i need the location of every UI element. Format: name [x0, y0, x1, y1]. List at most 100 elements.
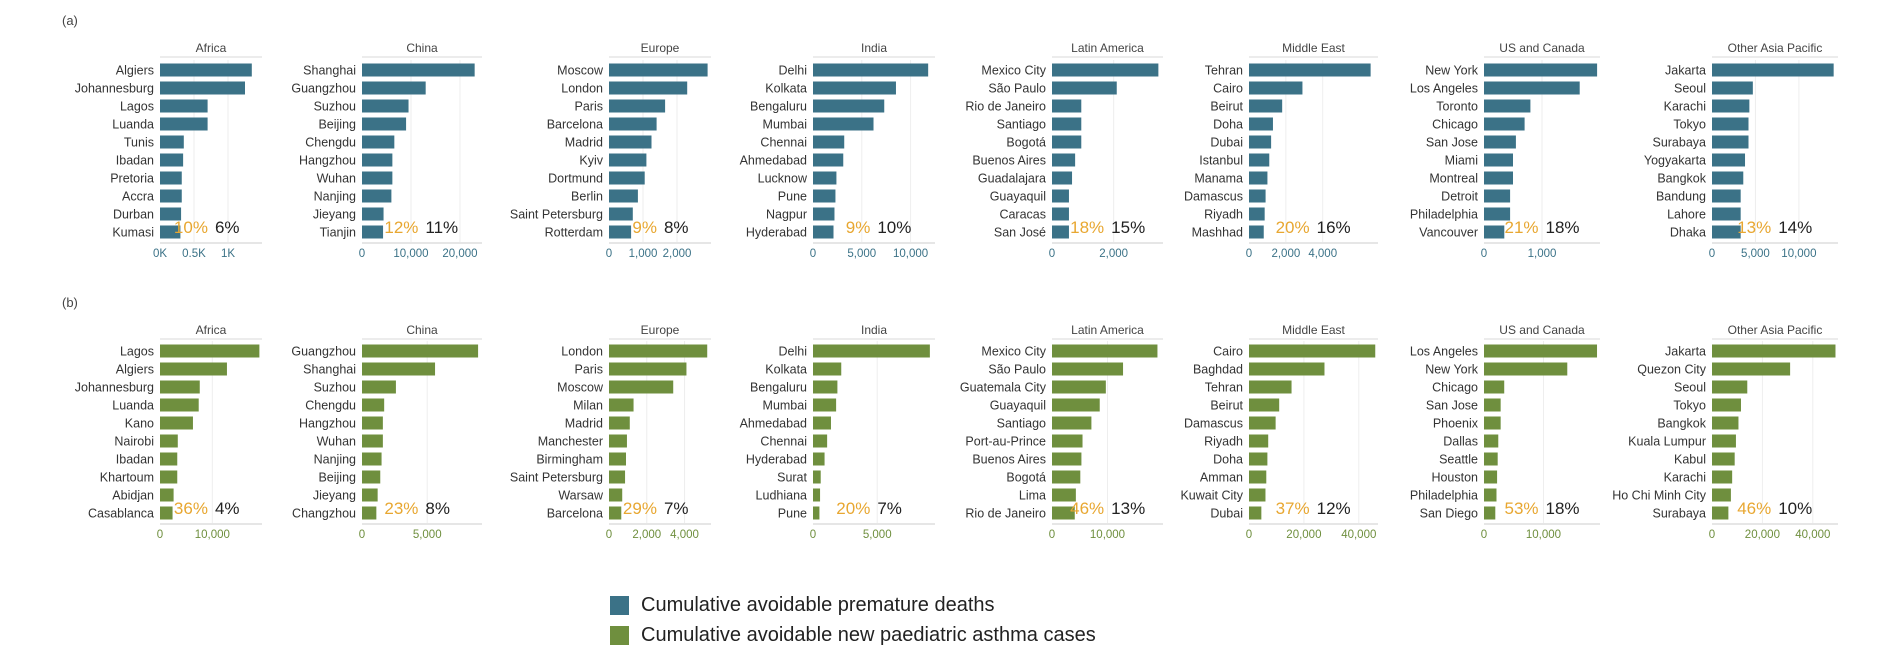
bar — [609, 488, 623, 502]
region-title: Middle East — [1282, 41, 1345, 55]
city-label: Lahore — [1667, 208, 1706, 222]
tick-label: 2,000 — [1271, 248, 1300, 260]
tick-label: 20,000 — [1745, 529, 1780, 541]
bar — [1712, 117, 1749, 131]
subplot-europe: Europe Moscow London Paris Barcelona Madrid Ky… — [510, 41, 711, 260]
bar — [813, 380, 838, 394]
city-label: Lima — [1019, 489, 1046, 503]
bar — [1484, 380, 1505, 394]
bar — [1249, 153, 1270, 167]
bar — [362, 434, 383, 448]
city-label: Johannesburg — [75, 381, 154, 395]
city-label: Bangkok — [1657, 417, 1706, 431]
city-label: Pune — [778, 190, 807, 204]
bar — [813, 434, 828, 448]
city-label: Bandung — [1656, 190, 1706, 204]
region-title: Africa — [196, 323, 227, 337]
percent-share-gold: 37% — [1276, 499, 1310, 518]
tick-label: 10,000 — [893, 248, 928, 260]
city-label: Tehran — [1205, 381, 1243, 395]
tick-label: 10,000 — [195, 529, 230, 541]
tick-label: 0 — [359, 248, 365, 260]
city-label: Delhi — [779, 64, 808, 78]
bar — [362, 488, 378, 502]
city-label: Manchester — [538, 435, 603, 449]
bar — [813, 171, 837, 185]
percent-share-gold: 21% — [1504, 218, 1538, 237]
bar — [1249, 135, 1272, 149]
bar — [1712, 488, 1731, 502]
bar — [609, 398, 634, 412]
bar — [362, 207, 384, 221]
tick-label: 5,000 — [847, 248, 876, 260]
bar — [160, 452, 178, 466]
city-label: Karachi — [1664, 471, 1706, 485]
city-label: Jieyang — [313, 208, 356, 222]
bar — [1052, 153, 1076, 167]
bar — [362, 470, 381, 484]
bar — [609, 81, 688, 95]
bar — [1249, 99, 1283, 113]
region-title: US and Canada — [1499, 323, 1585, 337]
bar — [1712, 171, 1744, 185]
percent-share-gold: 53% — [1504, 499, 1538, 518]
panel-b: (b) Africa Lagos Algiers Johannesburg Luanda K… — [62, 295, 1838, 541]
percent-share-dark: 4% — [215, 499, 240, 518]
city-label: Bangkok — [1657, 172, 1706, 186]
city-label: Guayaquil — [990, 399, 1046, 413]
city-label: Buenos Aires — [972, 154, 1046, 168]
city-label: Tehran — [1205, 64, 1243, 78]
bar — [1712, 344, 1836, 358]
region-title: Africa — [196, 41, 227, 55]
tick-label: 0 — [810, 248, 816, 260]
bar — [609, 171, 645, 185]
city-label: Yogyakarta — [1644, 154, 1706, 168]
city-label: Guangzhou — [291, 82, 356, 96]
percent-share-dark: 18% — [1546, 499, 1580, 518]
city-label: São Paulo — [988, 82, 1046, 96]
bar — [1712, 189, 1741, 203]
city-label: Manama — [1194, 172, 1243, 186]
city-label: Milan — [573, 399, 603, 413]
bar — [1484, 207, 1511, 221]
city-label: Baghdad — [1193, 363, 1243, 377]
city-label: Barcelona — [547, 118, 603, 132]
bar — [1249, 434, 1269, 448]
city-label: Bengaluru — [750, 381, 807, 395]
bar — [1712, 99, 1750, 113]
legend-swatch-asthma — [610, 625, 629, 645]
tick-label: 4,000 — [1308, 248, 1337, 260]
bar — [362, 380, 396, 394]
bar — [1484, 506, 1496, 520]
city-label: Shanghai — [303, 64, 356, 78]
city-label: Mexico City — [981, 345, 1046, 359]
subplot-china: China Guangzhou Shanghai Suzhou Chengdu Hangz… — [291, 323, 482, 541]
bar — [1249, 416, 1276, 430]
bar — [1052, 63, 1159, 77]
bar — [1249, 380, 1292, 394]
city-label: Mashhad — [1192, 226, 1243, 240]
bar — [1052, 99, 1082, 113]
city-label: Johannesburg — [75, 82, 154, 96]
bar — [160, 506, 173, 520]
bar — [1484, 416, 1501, 430]
city-label: Pune — [778, 507, 807, 521]
tick-label: 20,000 — [442, 248, 477, 260]
bar — [1249, 344, 1376, 358]
city-label: Doha — [1213, 118, 1243, 132]
percent-share-gold: 20% — [1276, 218, 1310, 237]
bar — [813, 63, 929, 77]
tick-label: 2,000 — [1099, 248, 1128, 260]
bar — [813, 117, 874, 131]
percent-share-dark: 8% — [664, 218, 689, 237]
percent-share-gold: 20% — [836, 499, 870, 518]
tick-label: 1K — [221, 248, 235, 260]
bar — [1052, 189, 1069, 203]
city-label: Guangzhou — [291, 345, 356, 359]
legend-item-asthma: Cumulative avoidable new paediatric asth… — [610, 620, 1096, 650]
city-label: Algiers — [116, 363, 154, 377]
region-title: India — [861, 323, 887, 337]
tick-label: 10,000 — [1090, 529, 1125, 541]
bar — [1249, 207, 1265, 221]
